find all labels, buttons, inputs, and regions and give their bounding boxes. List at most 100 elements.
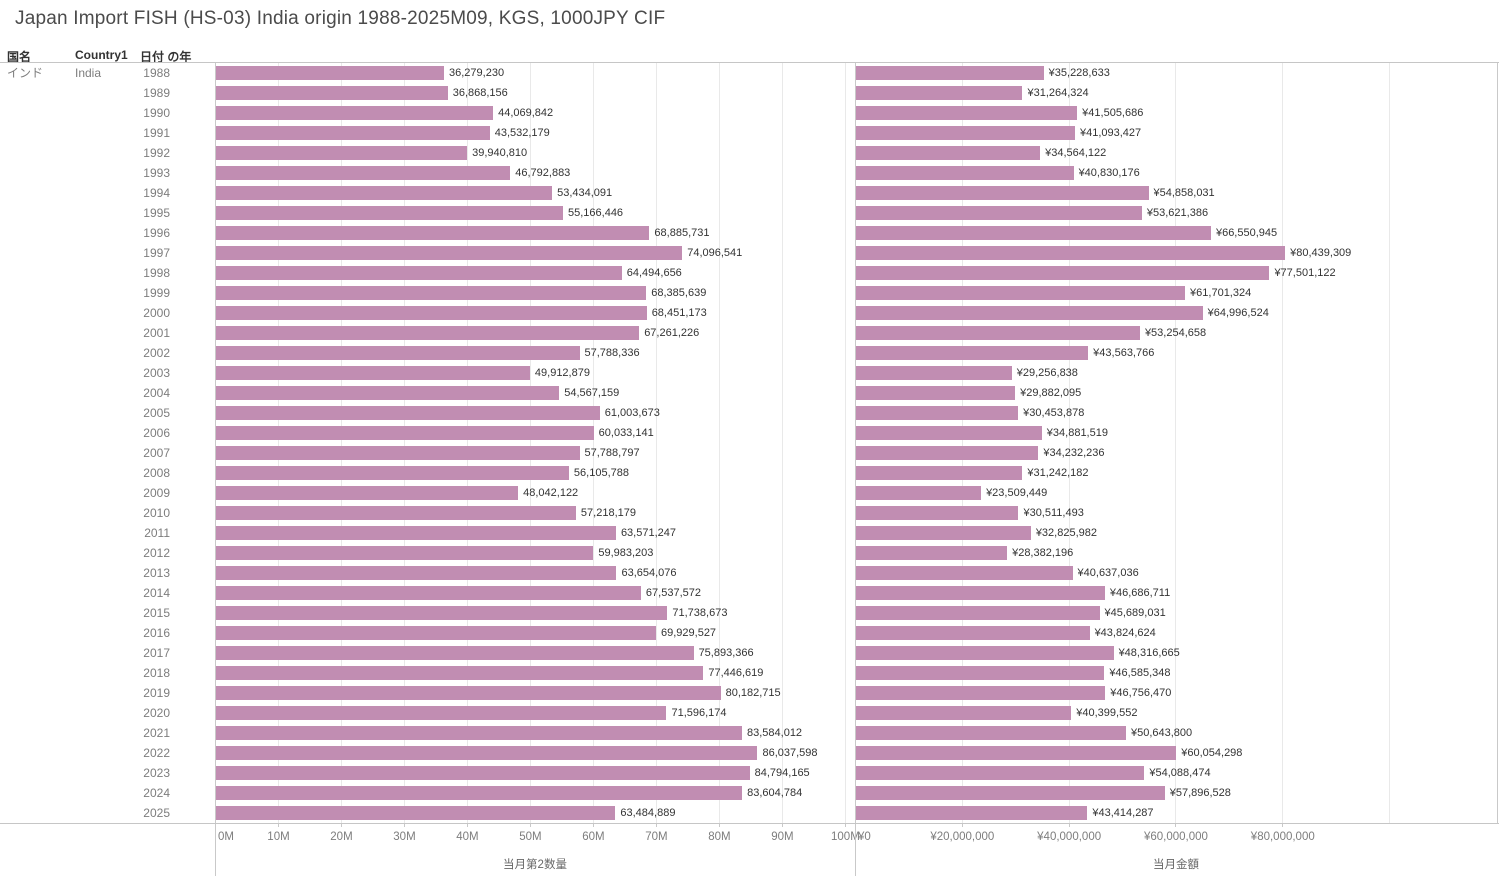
qty-bar[interactable] <box>215 86 448 100</box>
qty-bar[interactable] <box>215 326 640 340</box>
qty-bar[interactable] <box>215 526 616 540</box>
year-label[interactable]: 2010 <box>143 506 170 520</box>
qty-bar[interactable] <box>215 306 647 320</box>
qty-bar[interactable] <box>215 346 580 360</box>
amount-bar[interactable] <box>855 566 1073 580</box>
year-label[interactable]: 2011 <box>144 526 170 540</box>
qty-bar[interactable] <box>215 366 530 380</box>
qty-bar[interactable] <box>215 426 594 440</box>
year-label[interactable]: 2018 <box>143 666 170 680</box>
amount-bar[interactable] <box>855 86 1023 100</box>
amount-bar[interactable] <box>855 446 1039 460</box>
year-label[interactable]: 2016 <box>143 626 170 640</box>
qty-bar[interactable] <box>215 466 569 480</box>
year-label[interactable]: 2005 <box>143 406 170 420</box>
qty-bar[interactable] <box>215 646 694 660</box>
qty-bar[interactable] <box>215 786 743 800</box>
qty-bar[interactable] <box>215 446 580 460</box>
amount-bar[interactable] <box>855 126 1075 140</box>
year-label[interactable]: 1998 <box>143 266 170 280</box>
qty-bar[interactable] <box>215 226 650 240</box>
year-label[interactable]: 2000 <box>143 306 170 320</box>
column-header-country-en[interactable]: Country1 <box>75 48 128 62</box>
amount-bar[interactable] <box>855 226 1211 240</box>
year-label[interactable]: 2008 <box>143 466 170 480</box>
year-label[interactable]: 2021 <box>143 726 170 740</box>
amount-bar[interactable] <box>855 806 1088 820</box>
year-label[interactable]: 2022 <box>143 746 170 760</box>
amount-bar[interactable] <box>855 506 1019 520</box>
qty-bar[interactable] <box>215 126 490 140</box>
year-label[interactable]: 2024 <box>143 786 170 800</box>
qty-bar[interactable] <box>215 706 667 720</box>
qty-bar[interactable] <box>215 486 519 500</box>
amount-bar[interactable] <box>855 246 1286 260</box>
year-label[interactable]: 2013 <box>143 566 170 580</box>
qty-bar[interactable] <box>215 166 511 180</box>
qty-bar[interactable] <box>215 726 742 740</box>
year-label[interactable]: 2001 <box>143 326 170 340</box>
year-label[interactable]: 1988 <box>143 66 170 80</box>
year-label[interactable]: 1989 <box>143 86 170 100</box>
amount-bar[interactable] <box>855 306 1203 320</box>
row-header-country-en[interactable]: India <box>75 66 102 80</box>
qty-bar[interactable] <box>215 666 704 680</box>
amount-bar[interactable] <box>855 786 1165 800</box>
amount-bar[interactable] <box>855 766 1145 780</box>
amount-bar[interactable] <box>855 206 1142 220</box>
qty-bar[interactable] <box>215 586 641 600</box>
amount-bar[interactable] <box>855 706 1072 720</box>
qty-bar[interactable] <box>215 66 445 80</box>
year-label[interactable]: 1994 <box>143 186 170 200</box>
qty-bar[interactable] <box>215 806 616 820</box>
year-label[interactable]: 2009 <box>143 486 170 500</box>
year-label[interactable]: 2002 <box>143 346 170 360</box>
amount-bar[interactable] <box>855 646 1114 660</box>
qty-bar[interactable] <box>215 766 750 780</box>
qty-bar[interactable] <box>215 606 668 620</box>
qty-bar[interactable] <box>215 506 576 520</box>
amount-bar[interactable] <box>855 686 1106 700</box>
amount-bar[interactable] <box>855 606 1100 620</box>
year-label[interactable]: 2014 <box>143 586 170 600</box>
year-label[interactable]: 2006 <box>143 426 170 440</box>
year-label[interactable]: 1999 <box>143 286 170 300</box>
qty-bar[interactable] <box>215 406 600 420</box>
year-label[interactable]: 2007 <box>143 446 170 460</box>
amount-bar[interactable] <box>855 426 1042 440</box>
year-label[interactable]: 2025 <box>143 806 170 820</box>
year-label[interactable]: 1995 <box>143 206 170 220</box>
qty-bar[interactable] <box>215 686 721 700</box>
amount-bar[interactable] <box>855 406 1019 420</box>
amount-bar[interactable] <box>855 526 1031 540</box>
amount-bar[interactable] <box>855 66 1044 80</box>
amount-bar[interactable] <box>855 166 1074 180</box>
qty-bar[interactable] <box>215 566 617 580</box>
amount-bar[interactable] <box>855 726 1126 740</box>
amount-bar[interactable] <box>855 146 1041 160</box>
amount-bar[interactable] <box>855 266 1270 280</box>
amount-bar[interactable] <box>855 386 1016 400</box>
year-label[interactable]: 2023 <box>143 766 170 780</box>
year-label[interactable]: 1990 <box>143 106 170 120</box>
qty-bar[interactable] <box>215 386 560 400</box>
year-label[interactable]: 1997 <box>143 246 170 260</box>
qty-bar[interactable] <box>215 266 622 280</box>
amount-bar[interactable] <box>855 326 1140 340</box>
row-header-country-jp[interactable]: インド <box>7 66 44 80</box>
year-label[interactable]: 2012 <box>143 546 170 560</box>
qty-bar[interactable] <box>215 746 758 760</box>
amount-bar[interactable] <box>855 746 1177 760</box>
year-label[interactable]: 1992 <box>143 146 170 160</box>
year-label[interactable]: 1991 <box>143 126 170 140</box>
amount-bar[interactable] <box>855 106 1078 120</box>
qty-bar[interactable] <box>215 206 563 220</box>
amount-bar[interactable] <box>855 366 1012 380</box>
amount-bar[interactable] <box>855 586 1105 600</box>
amount-bar[interactable] <box>855 546 1008 560</box>
year-label[interactable]: 2019 <box>143 686 170 700</box>
column-header-year[interactable]: 日付 の年 <box>140 50 192 64</box>
year-label[interactable]: 2015 <box>143 606 170 620</box>
year-label[interactable]: 2020 <box>143 706 170 720</box>
year-label[interactable]: 2003 <box>143 366 170 380</box>
